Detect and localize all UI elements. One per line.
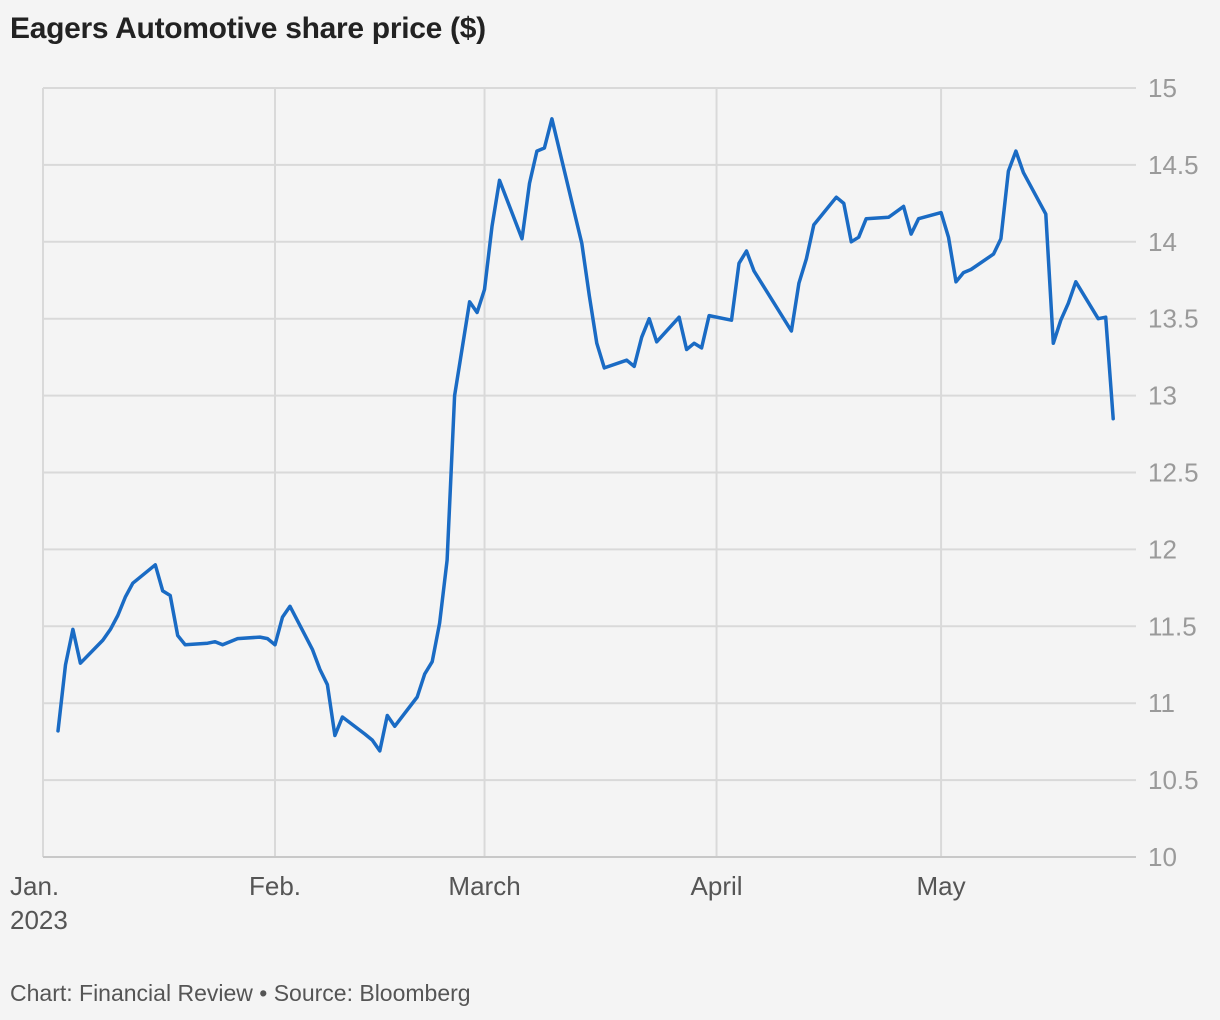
x-tick-label: May — [917, 871, 966, 901]
y-tick-label: 14 — [1148, 227, 1177, 257]
x-tick-label: April — [691, 871, 743, 901]
chart-credit: Chart: Financial Review • Source: Bloomb… — [10, 980, 471, 1006]
y-axis-tick-labels: 15 14.5 14 13.5 13 12.5 12 11.5 11 10.5 10 — [1148, 73, 1199, 872]
y-tick-label: 10.5 — [1148, 765, 1199, 795]
share-price-line — [56, 117, 1115, 753]
y-tick-label: 12.5 — [1148, 458, 1199, 488]
x-tick-label: Jan. — [10, 871, 59, 901]
x-tick-label: March — [448, 871, 520, 901]
y-tick-label: 14.5 — [1148, 150, 1199, 180]
y-tick-label: 11 — [1148, 688, 1175, 718]
horizontal-gridlines — [43, 87, 1136, 782]
chart-title: Eagers Automotive share price ($) — [10, 12, 486, 45]
y-tick-label: 13.5 — [1148, 304, 1199, 334]
y-tick-label: 11.5 — [1148, 611, 1197, 641]
vertical-gridlines — [42, 88, 943, 857]
y-tick-label: 12 — [1148, 534, 1177, 564]
x-axis-tick-labels: Jan. 2023 Feb. March April May — [10, 871, 966, 935]
x-tick-label: Feb. — [249, 871, 301, 901]
y-tick-label: 10 — [1148, 842, 1177, 872]
x-tick-sublabel: 2023 — [10, 905, 68, 935]
y-tick-label: 13 — [1148, 381, 1177, 411]
y-tick-label: 15 — [1148, 73, 1177, 103]
